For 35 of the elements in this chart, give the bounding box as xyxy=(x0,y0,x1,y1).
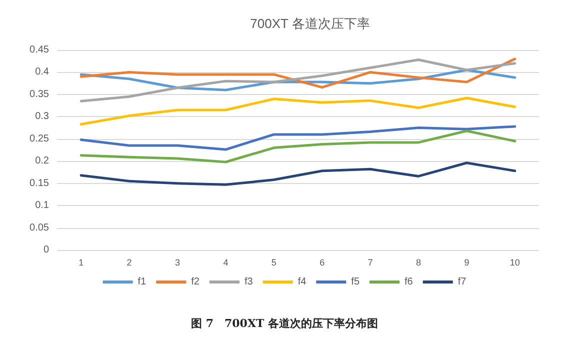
y-tick-label: 0.1 xyxy=(35,200,50,212)
line-series xyxy=(80,125,516,151)
x-tick-label: 6 xyxy=(320,258,325,268)
legend-label: f4 xyxy=(298,276,307,288)
legend-label: f6 xyxy=(404,276,414,288)
line-series xyxy=(80,162,516,186)
line-series xyxy=(80,130,516,164)
y-tick-label: 0.45 xyxy=(30,44,50,56)
x-tick-label: 3 xyxy=(174,258,180,268)
chart-title: 700XT 各道次压下率 xyxy=(250,16,370,31)
line-series xyxy=(80,58,516,89)
legend-label: f3 xyxy=(244,276,254,288)
x-tick-label: 9 xyxy=(464,258,470,268)
legend-label: f5 xyxy=(351,276,360,288)
x-tick-label: 4 xyxy=(223,258,228,268)
x-tick-label: 7 xyxy=(368,258,373,268)
x-tick-label: 8 xyxy=(416,258,422,268)
x-tick-label: 10 xyxy=(510,258,520,268)
x-tick-label: 5 xyxy=(271,258,276,268)
legend-label: f7 xyxy=(458,276,467,288)
y-tick-label: 0.25 xyxy=(30,133,50,144)
y-tick-label: 0.15 xyxy=(30,178,50,189)
legend-label: f2 xyxy=(191,276,200,288)
legend-label: f1 xyxy=(138,276,147,288)
x-tick-label: 1 xyxy=(78,258,84,268)
y-tick-label: 0.35 xyxy=(30,88,50,100)
line-series xyxy=(80,96,516,126)
line-series xyxy=(80,58,516,102)
y-tick-label: 0.05 xyxy=(30,222,50,234)
y-tick-label: 0.2 xyxy=(35,156,50,167)
y-tick-label: 0 xyxy=(43,244,50,256)
x-tick-label: 2 xyxy=(126,258,132,268)
y-tick-label: 0.3 xyxy=(35,111,50,122)
caption: 图 7 700XT 各道次的压下率分布图 xyxy=(190,316,379,331)
y-tick-label: 0.4 xyxy=(35,66,50,78)
